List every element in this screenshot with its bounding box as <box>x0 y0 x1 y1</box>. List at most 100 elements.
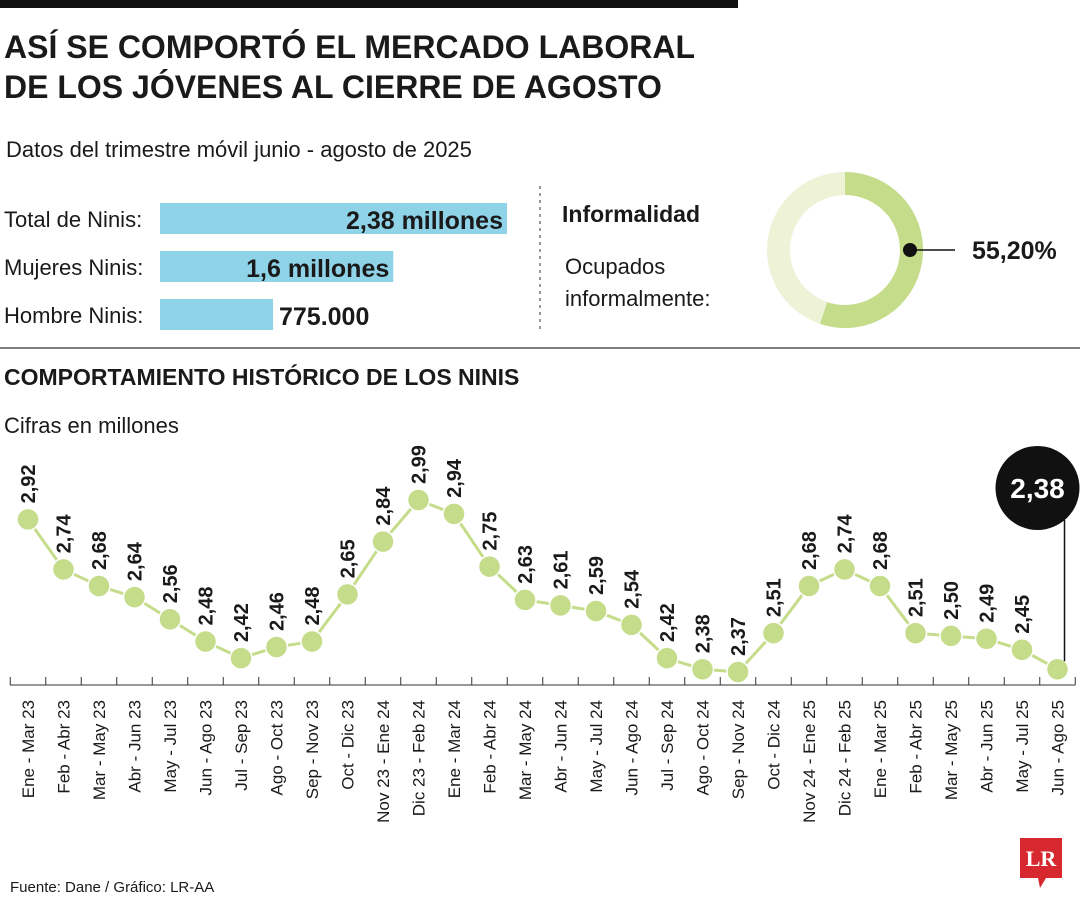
value-label: 2,63 <box>515 545 537 584</box>
x-tick-label: Feb - Abr 25 <box>907 700 926 794</box>
point <box>761 621 786 645</box>
point <box>1045 657 1070 681</box>
value-label: 2,94 <box>444 458 466 498</box>
bar-value-label: 2,38 millones <box>346 207 503 235</box>
subtitle: Datos del trimestre móvil junio - agosto… <box>6 137 472 162</box>
x-tick-label: Jun - Ago 23 <box>197 700 216 795</box>
bar-category: Hombre Ninis: <box>4 303 143 328</box>
x-tick-label: Jul - Sep 23 <box>232 700 251 791</box>
x-tick-label: Ene - Mar 24 <box>445 700 464 798</box>
logo-text: LR <box>1026 846 1058 871</box>
point <box>442 502 466 526</box>
x-tick-label: Sep - Nov 23 <box>303 700 322 799</box>
value-label: 2,61 <box>551 550 573 589</box>
point <box>1010 638 1034 662</box>
donut-title: Informalidad <box>562 201 700 227</box>
x-tick-label: Ago - Oct 23 <box>268 700 287 795</box>
point <box>513 588 537 612</box>
point <box>193 629 218 654</box>
x-tick-label: Nov 23 - Ene 24 <box>374 700 393 823</box>
value-label: 2,51 <box>906 578 928 617</box>
point <box>832 557 857 582</box>
x-tick-label: Oct - Dic 24 <box>765 700 784 790</box>
value-label: 2,48 <box>196 587 218 626</box>
bar-category: Mujeres Ninis: <box>4 255 143 280</box>
bar-category: Total de Ninis: <box>4 207 142 232</box>
x-tick-label: Mar - May 25 <box>942 700 961 800</box>
bar-value-label: 1,6 millones <box>246 255 389 283</box>
source: Fuente: Dane / Gráfico: LR-AA <box>10 879 214 896</box>
top-rule <box>0 0 738 8</box>
x-tick-label: Dic 23 - Feb 24 <box>410 700 429 816</box>
value-label: 2,38 <box>693 614 715 653</box>
donut-segment <box>819 172 923 328</box>
value-label: 2,37 <box>728 617 750 656</box>
point <box>122 585 147 609</box>
title-line: ASÍ SE COMPORTÓ EL MERCADO LABORAL <box>4 29 695 65</box>
value-label: 2,92 <box>18 464 40 503</box>
point <box>406 488 431 512</box>
x-tick-label: Ene - Mar 23 <box>19 700 38 798</box>
x-tick-label: May - Jul 24 <box>587 700 606 793</box>
x-tick-label: Jun - Ago 24 <box>623 700 642 795</box>
value-label: 2,64 <box>125 541 147 581</box>
point <box>619 613 644 637</box>
value-label: 2,59 <box>586 556 608 595</box>
value-label: 2,75 <box>480 512 502 551</box>
value-label: 2,54 <box>622 569 644 609</box>
point <box>584 599 608 623</box>
x-tick-label: Dic 24 - Feb 25 <box>836 700 855 816</box>
point <box>974 626 999 651</box>
x-tick-label: Jul - Sep 24 <box>658 700 677 791</box>
value-label: 2,42 <box>657 603 679 642</box>
donut-value-label: 55,20% <box>972 237 1057 265</box>
value-label: 2,48 <box>302 587 324 626</box>
donut-label: informalmente: <box>565 286 711 311</box>
value-label: 2,84 <box>373 486 395 526</box>
x-tick-label: May - Jul 23 <box>161 700 180 793</box>
value-label: 2,56 <box>160 564 182 603</box>
point <box>335 582 360 607</box>
point <box>16 507 40 532</box>
value-label: 2,68 <box>89 531 111 570</box>
x-tick-label: Abr - Jun 23 <box>126 700 145 793</box>
point <box>51 557 76 582</box>
x-tick-label: Nov 24 - Ene 25 <box>800 700 819 823</box>
point <box>264 635 289 659</box>
donut-label: Ocupados <box>565 254 665 279</box>
x-tick-label: Feb - Abr 24 <box>481 700 500 794</box>
point <box>868 574 892 598</box>
value-label: 2,50 <box>941 581 963 620</box>
point <box>371 529 395 554</box>
value-label: 2,74 <box>835 514 857 554</box>
title-line: DE LOS JÓVENES AL CIERRE DE AGOSTO <box>4 69 662 105</box>
line-subtitle: Cifras en millones <box>4 413 179 438</box>
point <box>300 629 324 654</box>
logo-box <box>1020 838 1062 888</box>
line <box>26 498 1059 674</box>
value-label: 2,68 <box>799 531 821 570</box>
point <box>158 607 182 632</box>
point <box>87 574 111 598</box>
x-tick-label: Feb - Abr 23 <box>55 700 74 794</box>
point <box>229 646 253 670</box>
x-tick-label: Mar - May 23 <box>90 700 109 800</box>
bar <box>160 251 394 282</box>
point <box>655 646 679 670</box>
point <box>726 660 750 684</box>
x-tick-label: Sep - Nov 24 <box>729 700 748 799</box>
bar-value-label: 775.000 <box>279 303 369 331</box>
x-tick-label: Oct - Dic 23 <box>339 700 358 790</box>
value-label: 2,74 <box>54 514 76 554</box>
point <box>797 574 821 598</box>
point <box>477 554 502 579</box>
bar <box>160 299 273 330</box>
x-tick-label: Jun - Ago 25 <box>1049 700 1068 795</box>
line-title: COMPORTAMIENTO HISTÓRICO DE LOS NINIS <box>4 363 519 390</box>
callout-bubble <box>995 446 1080 530</box>
value-label: 2,99 <box>409 445 431 484</box>
value-label: 2,45 <box>1012 595 1034 634</box>
x-tick-label: May - Jul 25 <box>1013 700 1032 793</box>
value-label: 2,51 <box>764 578 786 617</box>
